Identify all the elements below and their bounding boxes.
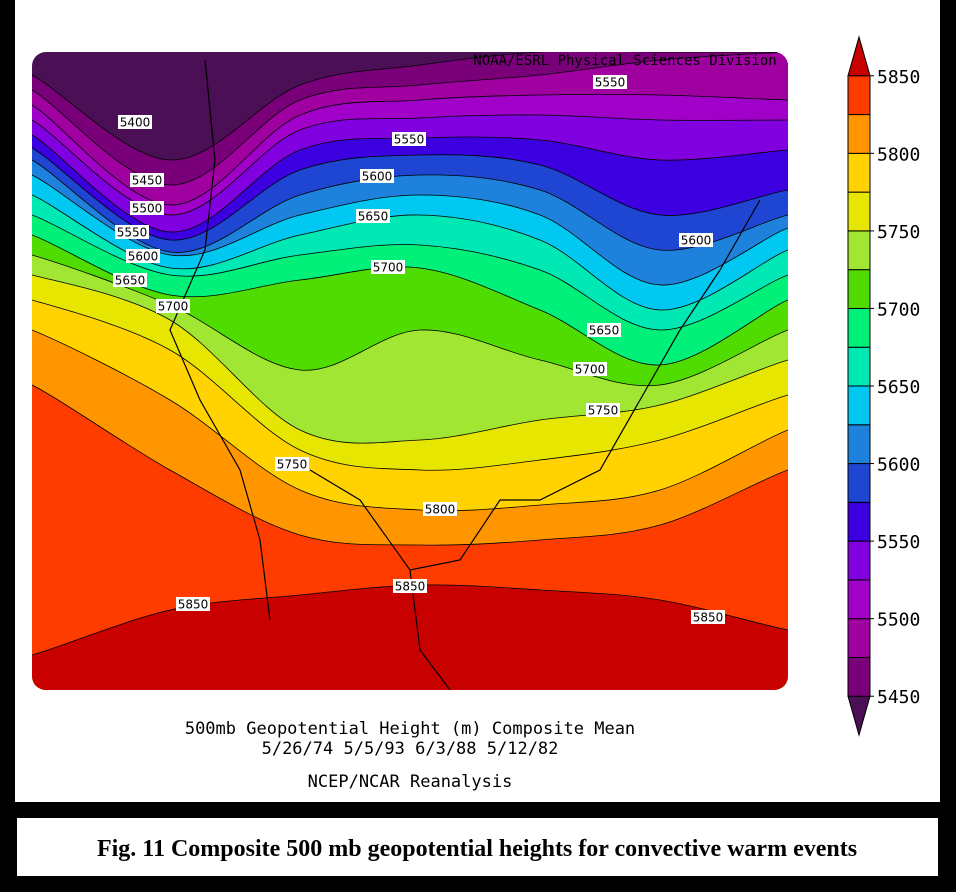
colorbar-block (847, 152, 871, 193)
label-box (115, 225, 149, 239)
colorbar-label: 5750 (877, 222, 920, 243)
colorbar-block (847, 75, 871, 116)
contour-labels: 5550 5400 5550 5450 5600 5500 5650 5550 5600 5600… (113, 75, 725, 625)
colorbar-block (847, 463, 871, 503)
label-box (423, 502, 457, 516)
contour-label: 5650 (115, 274, 146, 288)
contour-label: 5550 (595, 76, 626, 90)
colorbar-label: 5800 (877, 144, 920, 165)
contour-label: 5600 (362, 170, 393, 184)
colorbar-label: 5600 (877, 455, 920, 476)
label-box (356, 209, 390, 223)
contour-line (32, 271, 788, 444)
contour-line (32, 52, 788, 161)
colorbar-block (847, 269, 871, 309)
map-band (32, 584, 788, 690)
colorbar-block (847, 618, 871, 658)
colorbar-block (847, 307, 871, 348)
contour-label: 5700 (575, 363, 606, 377)
colorbar-block (847, 501, 871, 542)
label-box (679, 233, 713, 247)
contour-label: 5450 (132, 174, 163, 188)
contour-line (32, 230, 788, 366)
map (32, 52, 788, 690)
caption: Fig. 11 Composite 500 mb geopotential he… (97, 836, 857, 862)
colorbar-block (847, 191, 871, 232)
contour-line (32, 93, 788, 206)
label-box (371, 260, 405, 274)
contour-label: 5550 (394, 133, 425, 147)
label-box (156, 299, 190, 313)
contour-label: 5700 (373, 261, 404, 275)
contour-label: 5750 (277, 458, 308, 472)
contour-label: 5550 (117, 226, 148, 240)
contour-line (32, 152, 788, 253)
label-box (393, 579, 427, 593)
label-box (118, 115, 152, 129)
colorbar-label: 5650 (877, 377, 920, 398)
label-box (126, 249, 160, 263)
colorbar-block (847, 346, 871, 387)
label-box (275, 457, 309, 471)
contour-label: 5500 (132, 202, 163, 216)
contour-label: 5850 (395, 580, 426, 594)
plot-title: 500mb Geopotential Height (m) Composite … (185, 719, 635, 739)
label-box (587, 323, 621, 337)
contour-label: 5750 (588, 404, 619, 418)
colorbar-block (847, 424, 871, 465)
colorbar-block (847, 114, 871, 154)
label-box (130, 201, 164, 215)
contour-line (32, 210, 788, 331)
colorbar-block (847, 579, 871, 620)
contour-label: 5800 (425, 503, 456, 517)
colorbar-label: 5700 (877, 299, 920, 320)
contour-line (32, 295, 788, 471)
colorbar: 5450 5500 5550 5600 5650 5700 5750 5800 5850 (847, 35, 920, 737)
label-box (176, 597, 210, 611)
contour-label: 5400 (120, 116, 151, 130)
contour-label: 5600 (128, 250, 159, 264)
label-box (113, 273, 147, 287)
colorbar-block (847, 230, 871, 271)
colorbar-block (847, 540, 871, 581)
contour-line (32, 52, 788, 186)
label-box (691, 610, 725, 624)
contour-label: 5650 (358, 210, 389, 224)
contour-label: 5850 (178, 598, 209, 612)
label-box (130, 173, 164, 187)
colorbar-block (847, 656, 871, 697)
label-box (586, 403, 620, 417)
label-box (573, 362, 607, 376)
contour-line (32, 112, 788, 216)
contour-label: 5700 (158, 300, 189, 314)
contour-line (32, 140, 788, 241)
plot-dates: 5/26/74 5/5/93 6/3/88 5/12/82 (262, 739, 559, 759)
source-note: NOAA/ESRL Physical Sciences Division (473, 53, 776, 69)
label-box (392, 132, 426, 146)
contour-label: 5850 (693, 611, 724, 625)
colorbar-label: 5550 (877, 532, 920, 553)
colorbar-block (847, 385, 871, 426)
contour-label: 5650 (589, 324, 620, 338)
colorbar-label: 5450 (877, 687, 920, 708)
contour-line (32, 189, 788, 311)
colorbar-label: 5500 (877, 610, 920, 631)
contour-label: 5600 (681, 234, 712, 248)
label-box (360, 169, 394, 183)
colorbar-label: 5850 (877, 67, 920, 88)
caption-box (17, 818, 938, 876)
colorbar-triangle (847, 35, 871, 77)
label-box (593, 75, 627, 89)
contour-line (32, 324, 788, 512)
coastline (169, 59, 761, 690)
contour-line (32, 250, 788, 387)
plot-source: NCEP/NCAR Reanalysis (308, 772, 513, 792)
contour-line (32, 378, 788, 546)
